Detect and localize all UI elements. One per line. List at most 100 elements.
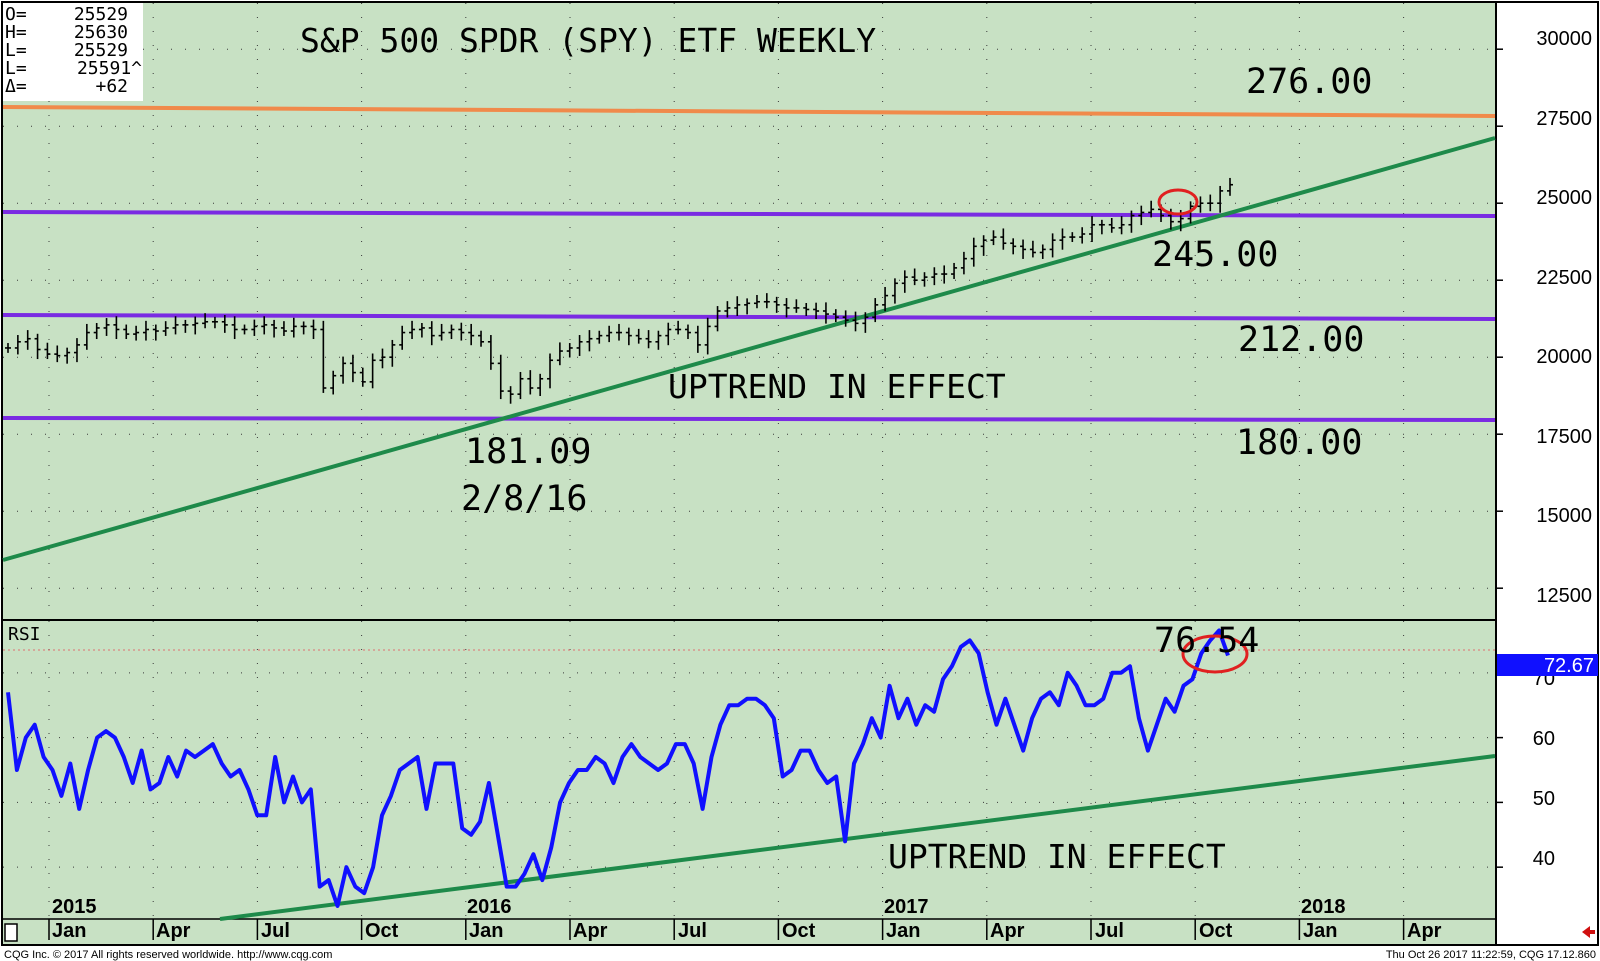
support-line-180 [2,416,1496,422]
price-bar [83,323,90,350]
month-label: Oct [365,920,399,942]
rsi-tick: 50 [1533,788,1555,810]
price-bar [734,296,741,316]
price-uptrend-label: UPTREND IN EFFECT [668,367,1006,406]
scroll-right-arrow-icon[interactable] [1578,924,1596,941]
price-bar [704,317,711,355]
price-bar [655,330,662,350]
price-breakout-circle [1157,188,1199,216]
price-bar [576,335,583,356]
price-bars [5,177,1233,404]
month-label: Jan [1303,920,1337,942]
price-bar [793,299,800,313]
price-bar [1128,210,1135,233]
price-bar [862,312,869,333]
ohlc-change-label: Δ= [5,76,27,97]
price-bar [241,324,248,335]
rsi-uptrend-line [219,754,1496,921]
price-bar [1217,185,1224,213]
price-bar [891,278,898,304]
price-bar [852,311,859,332]
price-bar [300,321,307,335]
price-bar [941,265,948,284]
price-tick: 15000 [1536,505,1592,527]
price-bar [1079,227,1086,244]
month-label: Apr [1407,920,1442,942]
price-bar [1049,233,1056,258]
month-label: Jul [1095,920,1124,942]
price-bar [438,323,445,341]
price-bar [261,316,268,335]
price-bar [507,386,514,404]
chart-title: S&P 500 SPDR (SPY) ETF WEEKLY [300,21,876,60]
price-bar [172,316,179,335]
month-label: Oct [782,920,816,942]
price-bar [684,324,691,340]
price-bar [359,367,366,387]
price-bar [113,316,120,340]
price-tick: 30000 [1536,28,1592,50]
price-bar [625,327,632,346]
price-bar [428,321,435,346]
month-ticks [48,919,1405,940]
rsi-label: RSI [8,624,41,645]
month-label: Jan [469,920,503,942]
price-bar [182,319,189,333]
price-bar [744,298,751,315]
price-bar [645,330,652,349]
price-bar [1108,217,1115,233]
rsi-peak-circle [1181,634,1249,674]
price-bar [842,310,849,327]
price-bar [1207,194,1214,212]
price-bar [103,318,110,336]
price-bar [960,251,967,275]
price-bar [616,323,622,341]
year-label: 2016 [467,896,512,918]
price-bar [64,347,71,364]
price-bar [547,353,554,389]
year-label: 2017 [884,896,929,918]
price-tick: 25000 [1536,187,1592,209]
price-bar [783,298,790,318]
price-bar [556,342,563,366]
price-tick: 27500 [1536,108,1592,130]
price-bar [487,335,494,370]
year-label: 2015 [52,896,97,918]
month-labels: Jan Apr Jul Oct Jan Apr Jul Oct Jan Apr … [52,920,1442,942]
price-panel-background [3,3,1495,619]
price-bar [202,313,209,329]
low-price-label: 181.09 [465,432,591,472]
price-bar [290,317,297,338]
ohlc-open-label: O= [5,4,27,25]
price-bar [73,338,80,363]
month-label: Oct [1199,920,1233,942]
year-labels: 2015 2016 2017 2018 [52,896,1346,918]
price-bar [1098,219,1105,235]
price-bar [724,301,731,318]
price-bar [93,323,100,340]
scroll-left-box[interactable] [4,923,18,942]
price-bar [901,270,908,293]
price-bar [409,320,416,340]
ohlc-open-value: 25529 [74,4,128,25]
month-label: Apr [573,920,608,942]
price-bar [911,268,918,286]
price-bar [1118,216,1125,235]
price-bar [1227,177,1233,196]
rsi-current-value: 72.67 [1544,655,1594,677]
ohlc-readout: O= 25529 H= 25630 L= 25529 L= 25591^ Δ= … [3,3,143,101]
footer-bar [0,946,1600,961]
price-bar [537,373,544,397]
price-bar [1197,196,1204,213]
month-label: Apr [156,920,191,942]
price-bar [280,321,287,336]
month-label: Jul [678,920,707,942]
rsi-uptrend-label: UPTREND IN EFFECT [888,837,1226,876]
ohlc-last-label: L= [5,58,27,79]
price-bar [951,262,958,279]
low-date-label: 2/8/16 [461,479,587,519]
price-bar [14,335,21,355]
price-bar [418,323,425,338]
price-tick: 20000 [1536,346,1592,368]
price-bar [714,306,721,332]
